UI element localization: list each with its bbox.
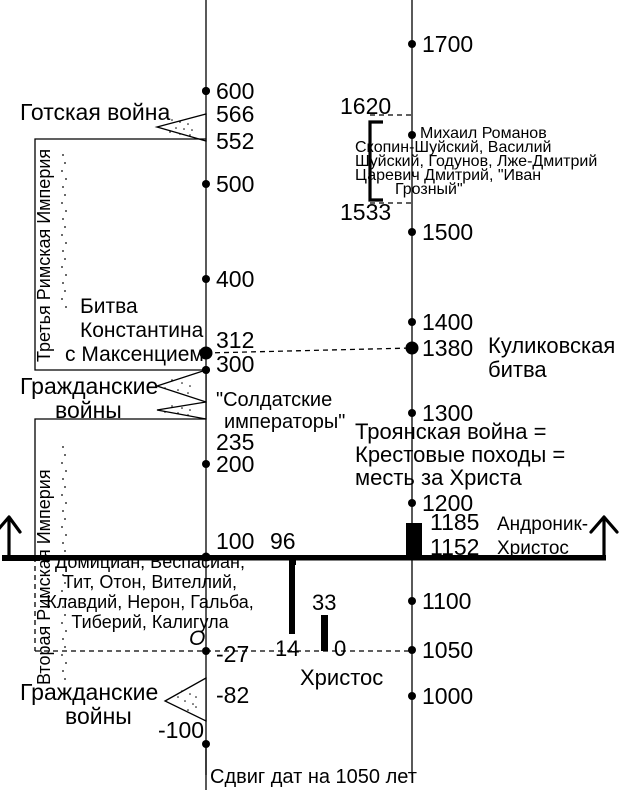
svg-text:300: 300 (216, 351, 254, 377)
svg-text:Готская война: Готская война (20, 99, 170, 125)
svg-text:битва: битва (488, 357, 547, 382)
svg-text:312: 312 (216, 327, 254, 353)
svg-text:1185: 1185 (430, 509, 479, 535)
svg-text:500: 500 (216, 171, 254, 197)
svg-text:14: 14 (275, 636, 299, 661)
svg-text:1000: 1000 (422, 683, 473, 709)
svg-text:1050: 1050 (422, 637, 473, 663)
svg-text:Христос: Христос (300, 665, 383, 690)
svg-text:100: 100 (216, 528, 254, 554)
svg-text:Сдвиг дат на 1050 лет: Сдвиг дат на 1050 лет (210, 766, 417, 788)
svg-text:Битва: Битва (80, 295, 138, 318)
svg-text:Грозный": Грозный" (395, 181, 463, 198)
svg-text:Тиберий, Калигула: Тиберий, Калигула (71, 612, 229, 632)
svg-text:566: 566 (216, 101, 254, 127)
svg-text:месть за Христа: месть за Христа (355, 465, 522, 490)
svg-text:1380: 1380 (422, 335, 473, 361)
svg-text:-27: -27 (216, 641, 249, 667)
svg-text:1100: 1100 (422, 588, 471, 614)
svg-text:552: 552 (216, 128, 254, 154)
svg-text:1500: 1500 (422, 219, 473, 245)
svg-text:"Солдатские: "Солдатские (216, 389, 332, 411)
svg-text:войны: войны (65, 703, 132, 729)
svg-text:Константина: Константина (80, 319, 204, 342)
svg-text:Вторая Римская Империя: Вторая Римская Империя (34, 469, 54, 685)
svg-text:0: 0 (334, 636, 346, 661)
svg-text:с Максенцием: с Максенцием (65, 343, 204, 366)
svg-text:Андроник-: Андроник- (497, 514, 588, 535)
svg-text:-100: -100 (158, 717, 204, 743)
svg-text:Гражданские: Гражданские (20, 373, 158, 399)
svg-text:Тит, Отон, Вителлий,: Тит, Отон, Вителлий, (63, 572, 237, 592)
svg-text:33: 33 (312, 590, 336, 615)
svg-text:Клавдий, Нерон, Гальба,: Клавдий, Нерон, Гальба, (46, 592, 253, 612)
svg-text:-82: -82 (216, 682, 249, 708)
svg-text:96: 96 (270, 528, 296, 554)
svg-text:Третья Римская Империя: Третья Римская Империя (34, 149, 54, 362)
svg-text:Крестовые походы =: Крестовые походы = (355, 442, 565, 467)
svg-text:1400: 1400 (422, 309, 473, 335)
svg-text:1700: 1700 (422, 31, 473, 57)
svg-text:200: 200 (216, 451, 254, 477)
svg-text:Куликовская: Куликовская (488, 333, 615, 358)
svg-text:Троянская война =: Троянская война = (355, 419, 546, 444)
svg-text:400: 400 (216, 266, 254, 292)
